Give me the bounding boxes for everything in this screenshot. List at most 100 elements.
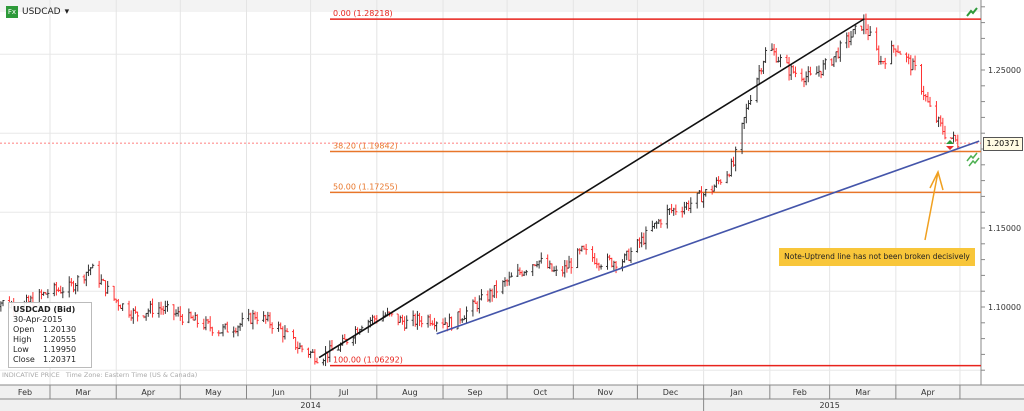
ohlc-bar [838, 40, 842, 62]
timezone-label: Time Zone: Eastern Time (US & Canada) [65, 371, 198, 379]
ohlc-bar [165, 300, 169, 312]
ohlc-bar [584, 243, 588, 255]
ohlc-bar [285, 328, 289, 333]
x-tick-label: Oct [533, 388, 547, 397]
ohlc-bar [494, 280, 498, 299]
ohlc-bar [255, 311, 259, 325]
info-row-low: Low 1.19950 [13, 345, 87, 355]
ohlc-bar [180, 314, 184, 326]
ohlc-bar [106, 280, 110, 294]
fib-level-label: 38.20 (1.19842) [333, 141, 398, 150]
ohlc-bars [0, 13, 960, 367]
ohlc-bar [659, 218, 663, 228]
ohlc-bar [599, 264, 603, 270]
ohlc-bar [779, 54, 783, 68]
ohlc-bar [210, 326, 214, 336]
ohlc-bar [644, 226, 648, 250]
ohlc-bar [539, 252, 543, 264]
symbol-selector[interactable]: Fx USDCAD ▾ [6, 6, 69, 18]
ohlc-bar [868, 26, 872, 37]
ohlc-bar [614, 261, 618, 274]
ohlc-bar [898, 50, 902, 55]
signal-down-marker [946, 146, 954, 150]
ohlc-bar [883, 57, 887, 69]
signal-up-marker [946, 140, 954, 144]
ohlc-bar [674, 204, 678, 216]
ohlc-bar [61, 287, 65, 299]
ohlc-bar [509, 272, 513, 278]
header-band [0, 0, 981, 12]
annotation-note[interactable]: Note-Uptrend line has not been broken de… [779, 248, 975, 266]
ohlc-bar [315, 357, 319, 364]
info-label: Close [13, 355, 35, 364]
info-value: 1.20371 [43, 355, 77, 364]
ohlc-bar [240, 312, 244, 327]
ohlc-bar [853, 24, 857, 35]
ohlc-bar [300, 345, 304, 353]
ohlc-bar [136, 311, 140, 322]
info-row-open: Open 1.20130 [13, 325, 87, 335]
info-row-close: Close 1.20371 [13, 355, 87, 365]
y-tick-label: 1.25000 [988, 66, 1021, 75]
x-tick-label: Aug [402, 388, 418, 397]
footer-note: INDICATIVE PRICE Time Zone: Eastern Time… [2, 371, 197, 379]
ohlc-bar [943, 125, 947, 140]
ohlc-bar [76, 275, 80, 292]
indicative-price-label: INDICATIVE PRICE [2, 371, 60, 379]
ohlc-bar [420, 316, 424, 328]
ohlc-bar [823, 58, 827, 70]
ohlc-bar [913, 55, 917, 71]
info-value: 1.20555 [43, 335, 77, 344]
ohlc-bar [151, 298, 155, 318]
ohlc-bar [91, 263, 95, 269]
x-tick-label: Jun [271, 388, 285, 397]
ohlc-bar [121, 303, 125, 311]
x-tick-label: Sep [468, 388, 483, 397]
x-tick-label: Apr [921, 388, 936, 397]
x-tick-label: Feb [18, 388, 32, 397]
ohlc-bar [793, 66, 797, 78]
info-value: 1.20130 [43, 325, 77, 334]
ohlc-bar [764, 47, 768, 63]
ohlc-bar [435, 321, 439, 332]
info-value: 1.19950 [43, 345, 77, 354]
x-axis-band [0, 385, 1024, 411]
x-tick-label: Nov [598, 388, 614, 397]
ohlc-bar [704, 188, 708, 197]
ohlc-bar [225, 321, 229, 333]
x-tick-label: Jul [338, 388, 349, 397]
info-label: Open [13, 325, 35, 334]
last-price-label: 1.20371 [983, 137, 1023, 151]
info-date: 30-Apr-2015 [13, 315, 63, 324]
fib-level-label: 50.00 (1.17255) [333, 182, 398, 191]
info-label: Low [13, 345, 29, 354]
x-tick-label: May [205, 388, 222, 397]
ohlc-bar [808, 66, 812, 76]
ohlc-bar [360, 325, 364, 331]
x-tick-label: Mar [855, 388, 871, 397]
ohlc-bar [405, 315, 409, 329]
ohlc-bar [479, 289, 483, 301]
caret-down-icon[interactable]: ▾ [64, 7, 70, 17]
info-label: High [13, 335, 32, 344]
ohlc-bar [629, 247, 633, 264]
fx-badge-icon: Fx [6, 6, 18, 18]
ohlc-bar [465, 306, 469, 323]
ohlc-bar [569, 258, 573, 274]
ohlc-bar [749, 94, 753, 105]
y-tick-label: 1.10000 [988, 303, 1021, 312]
x-tick-label: Feb [793, 388, 807, 397]
ohlc-bar [928, 96, 932, 107]
trend-up-icon [966, 7, 978, 17]
ohlc-bar [524, 269, 528, 276]
info-title: USDCAD (Bid) [13, 305, 76, 314]
symbol-label: USDCAD [22, 7, 61, 17]
ohlc-bar [734, 146, 738, 172]
y-tick-label: 1.15000 [988, 224, 1021, 233]
ohlc-bar [195, 314, 199, 328]
ohlc-bar [270, 322, 274, 334]
ohlc-bar [46, 289, 50, 299]
annotation-arrow [924, 169, 944, 241]
year-label: 2014 [300, 401, 320, 410]
